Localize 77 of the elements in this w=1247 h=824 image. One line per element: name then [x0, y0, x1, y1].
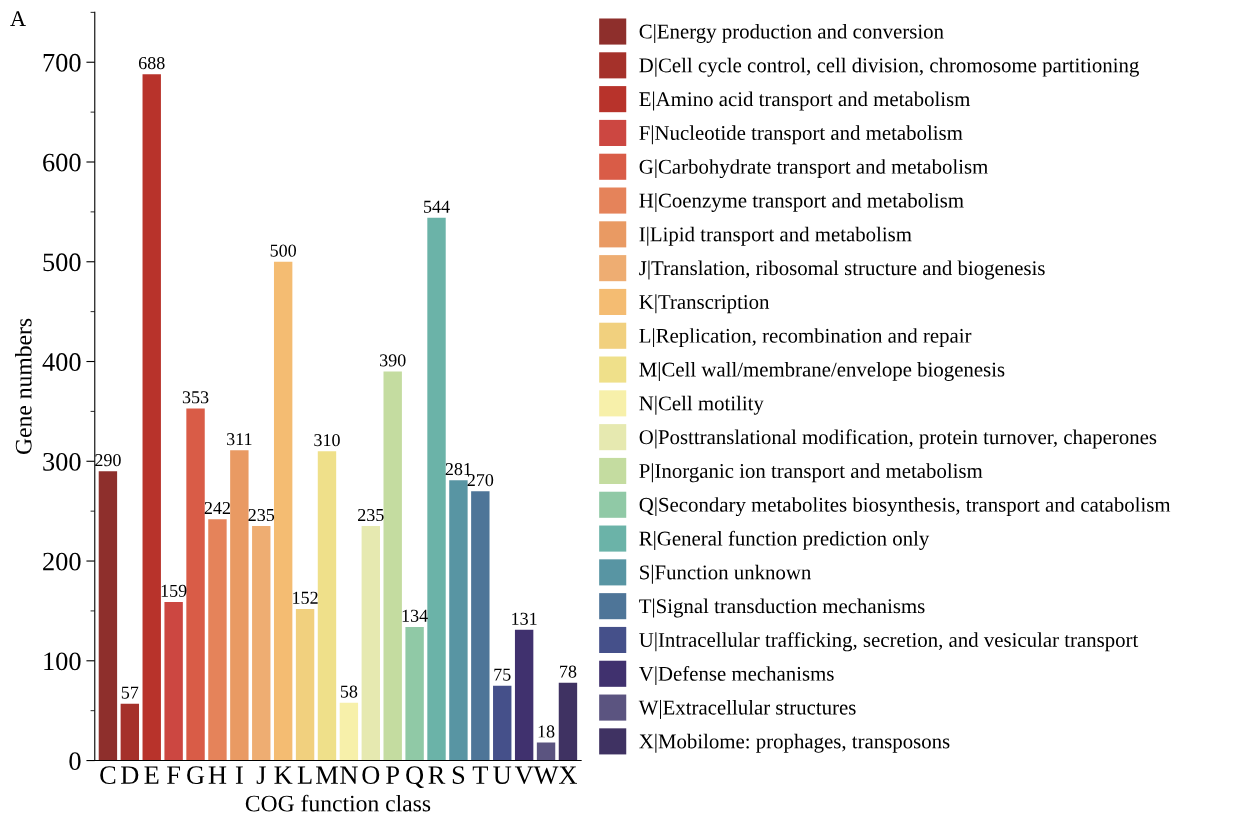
legend-label: Q|Secondary metabolites biosynthesis, transport and catabolism [639, 497, 1171, 517]
data-label: 18 [538, 725, 555, 738]
x-tick-label: L [297, 766, 312, 784]
x-tick-label: E [144, 766, 159, 784]
x-tick-label: F [167, 766, 181, 784]
x-tick-label: H [208, 766, 227, 784]
x-tick-label: M [316, 766, 338, 784]
data-label: 281 [445, 462, 471, 476]
legend-label: G|Carbohydrate transport and metabolism [639, 159, 988, 179]
x-axis-title: COG function class [245, 794, 431, 812]
legend-label: L|Replication, recombination and repair [639, 328, 972, 348]
data-label: 57 [121, 686, 139, 699]
legend-label: D|Cell cycle control, cell division, chromosome partitioning [639, 57, 1139, 77]
legend-label: X|Mobilome: prophages, transposons [639, 733, 950, 753]
legend-label: U|Intracellular trafficking, secretion, and vesicular transport [639, 632, 1139, 652]
x-tick-label: G [187, 766, 205, 784]
x-tick-label: Q [406, 766, 424, 788]
y-tick-label: 100 [44, 652, 81, 671]
x-tick-label: S [452, 766, 465, 784]
legend-label: S|Function unknown [640, 564, 812, 584]
x-tick-label: J [256, 766, 266, 784]
data-label: 75 [494, 668, 511, 681]
y-tick-label: 0 [69, 752, 81, 770]
x-tick-label: K [274, 766, 293, 784]
y-axis-title: Gene numbers [15, 318, 32, 454]
y-tick-label: 700 [43, 53, 81, 72]
data-label: 242 [204, 501, 230, 514]
data-label: 270 [467, 473, 494, 487]
legend-label: V|Defense mechanisms [638, 665, 834, 686]
data-label: 134 [402, 609, 428, 622]
data-label: 78 [560, 665, 577, 678]
data-label: 310 [314, 434, 340, 447]
data-label: 290 [95, 454, 121, 467]
legend-label: H|Coenzyme transport and metabolism [639, 192, 964, 212]
data-label: 235 [248, 508, 275, 522]
data-label: 390 [380, 354, 406, 367]
data-label: 235 [358, 508, 384, 522]
legend-label: P|Inorganic ion transport and metabolism [639, 463, 983, 483]
y-tick-label: 600 [43, 153, 81, 172]
legend-label: N|Cell motility [639, 395, 764, 415]
x-tick-label: U [493, 766, 512, 784]
legend-label: M|Cell wall/membrane/envelope biogenesis [639, 361, 1005, 381]
y-tick-label: 400 [42, 353, 81, 371]
legend-label: J|Translation, ribosomal structure and biogenesis [639, 260, 1045, 280]
data-label: 58 [340, 685, 358, 698]
y-tick-label: 200 [43, 552, 81, 571]
x-tick-label: C [100, 766, 116, 784]
data-label: 159 [161, 584, 187, 597]
legend-label: O|Posttranslational modification, protein turnover, chaperones [639, 429, 1157, 449]
legend-label: F|Nucleotide transport and metabolism [639, 125, 963, 145]
y-tick-label: 500 [43, 253, 81, 272]
x-tick-label: X [559, 766, 578, 784]
legend-label: T|Signal transduction mechanisms [639, 598, 925, 618]
data-label: 311 [227, 433, 252, 446]
data-label: 500 [270, 244, 297, 257]
x-tick-label: I [235, 766, 243, 784]
data-label: 688 [138, 56, 165, 70]
data-label: 544 [424, 200, 450, 213]
legend-label: I|Lipid transport and metabolism [639, 226, 912, 246]
x-tick-label: P [386, 766, 399, 784]
legend-label: W|Extracellular structures [638, 699, 856, 719]
x-tick-label: D [121, 766, 139, 784]
legend-label: E|Amino acid transport and metabolism [639, 91, 971, 111]
data-label: 353 [182, 391, 209, 404]
text: A [10, 11, 26, 26]
legend-label: C|Energy production and conversion [639, 23, 944, 43]
x-tick-label: W [533, 766, 559, 785]
x-tick-label: V [514, 766, 534, 785]
x-tick-label: R [428, 766, 446, 784]
data-label: 131 [512, 612, 537, 625]
x-tick-label: T [472, 766, 488, 784]
data-label: 152 [293, 591, 318, 604]
legend-label: K|Transcription [639, 294, 770, 314]
y-tick-label: 300 [43, 452, 81, 471]
x-tick-label: O [362, 766, 380, 784]
legend-label: R|General function prediction only [639, 530, 930, 550]
x-tick-label: N [340, 766, 358, 784]
